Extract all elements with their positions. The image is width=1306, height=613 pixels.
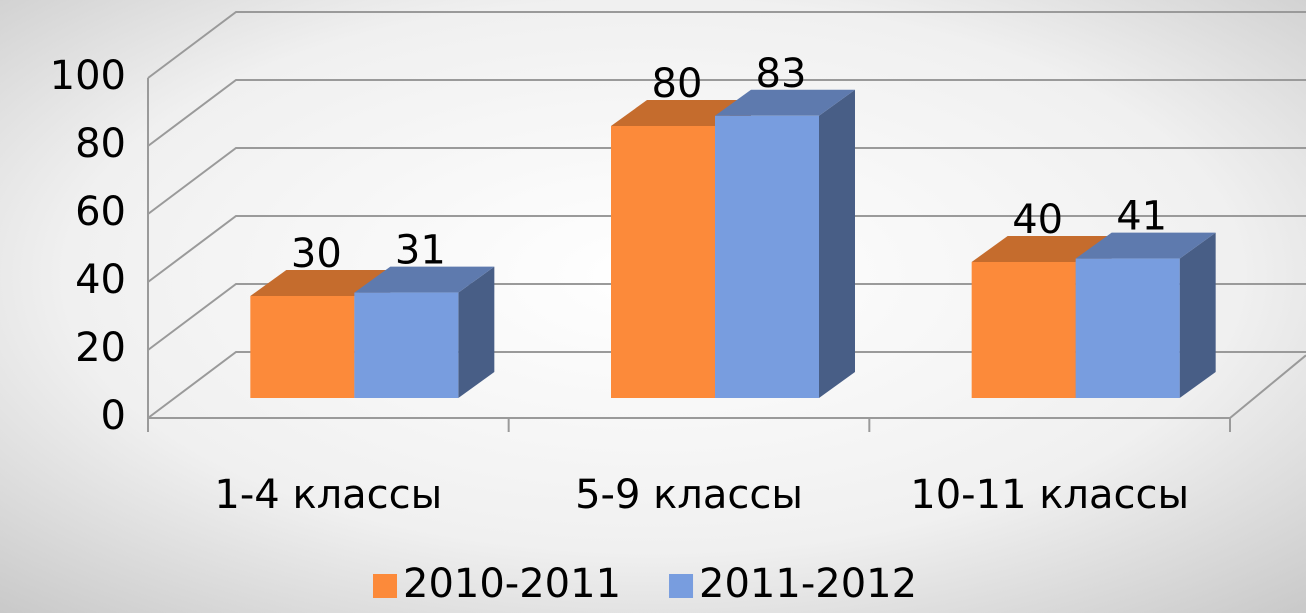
- data-label: 41: [1116, 194, 1167, 240]
- bar-top: [354, 266, 495, 293]
- grid-line: [147, 283, 1306, 351]
- bar-side: [1179, 232, 1216, 398]
- y-tick-label: 0: [101, 393, 126, 439]
- bar-side: [819, 89, 855, 399]
- x-tick-label: 1-4 классы: [214, 472, 442, 518]
- bar-top: [715, 89, 855, 116]
- legend-swatch: [373, 574, 397, 598]
- grid-line: [147, 215, 1306, 283]
- bar: [1075, 258, 1180, 398]
- x-tick-label: 10-11 классы: [910, 472, 1189, 518]
- floor-edge: [1229, 354, 1306, 419]
- data-label: 31: [395, 228, 446, 274]
- legend-label: 2010-2011: [403, 561, 621, 607]
- data-label: 80: [652, 61, 703, 107]
- grid-line: [147, 351, 1306, 419]
- y-tick-label: 80: [75, 121, 126, 167]
- y-tick-label: 40: [75, 257, 126, 303]
- x-tick-label: 5-9 классы: [575, 472, 803, 518]
- legend-swatch: [669, 574, 694, 598]
- bar-top: [971, 236, 1112, 262]
- data-label: 40: [1012, 197, 1063, 243]
- bar: [611, 126, 715, 398]
- grid-line: [147, 11, 1306, 79]
- bar-top: [1075, 232, 1216, 259]
- data-label: 83: [756, 51, 807, 97]
- bar: [971, 262, 1076, 398]
- legend-label: 2011-2012: [699, 561, 917, 607]
- y-tick-label: 60: [75, 189, 126, 235]
- grid-line: [147, 147, 1306, 215]
- grid-line: [147, 79, 1306, 147]
- data-label: 30: [291, 231, 342, 277]
- bar: [250, 296, 355, 398]
- bar: [715, 115, 819, 399]
- bar-top: [250, 270, 391, 296]
- y-tick-label: 20: [75, 325, 126, 371]
- y-tick-label: 100: [50, 53, 126, 99]
- bar: [354, 292, 459, 398]
- bar-side: [458, 266, 495, 398]
